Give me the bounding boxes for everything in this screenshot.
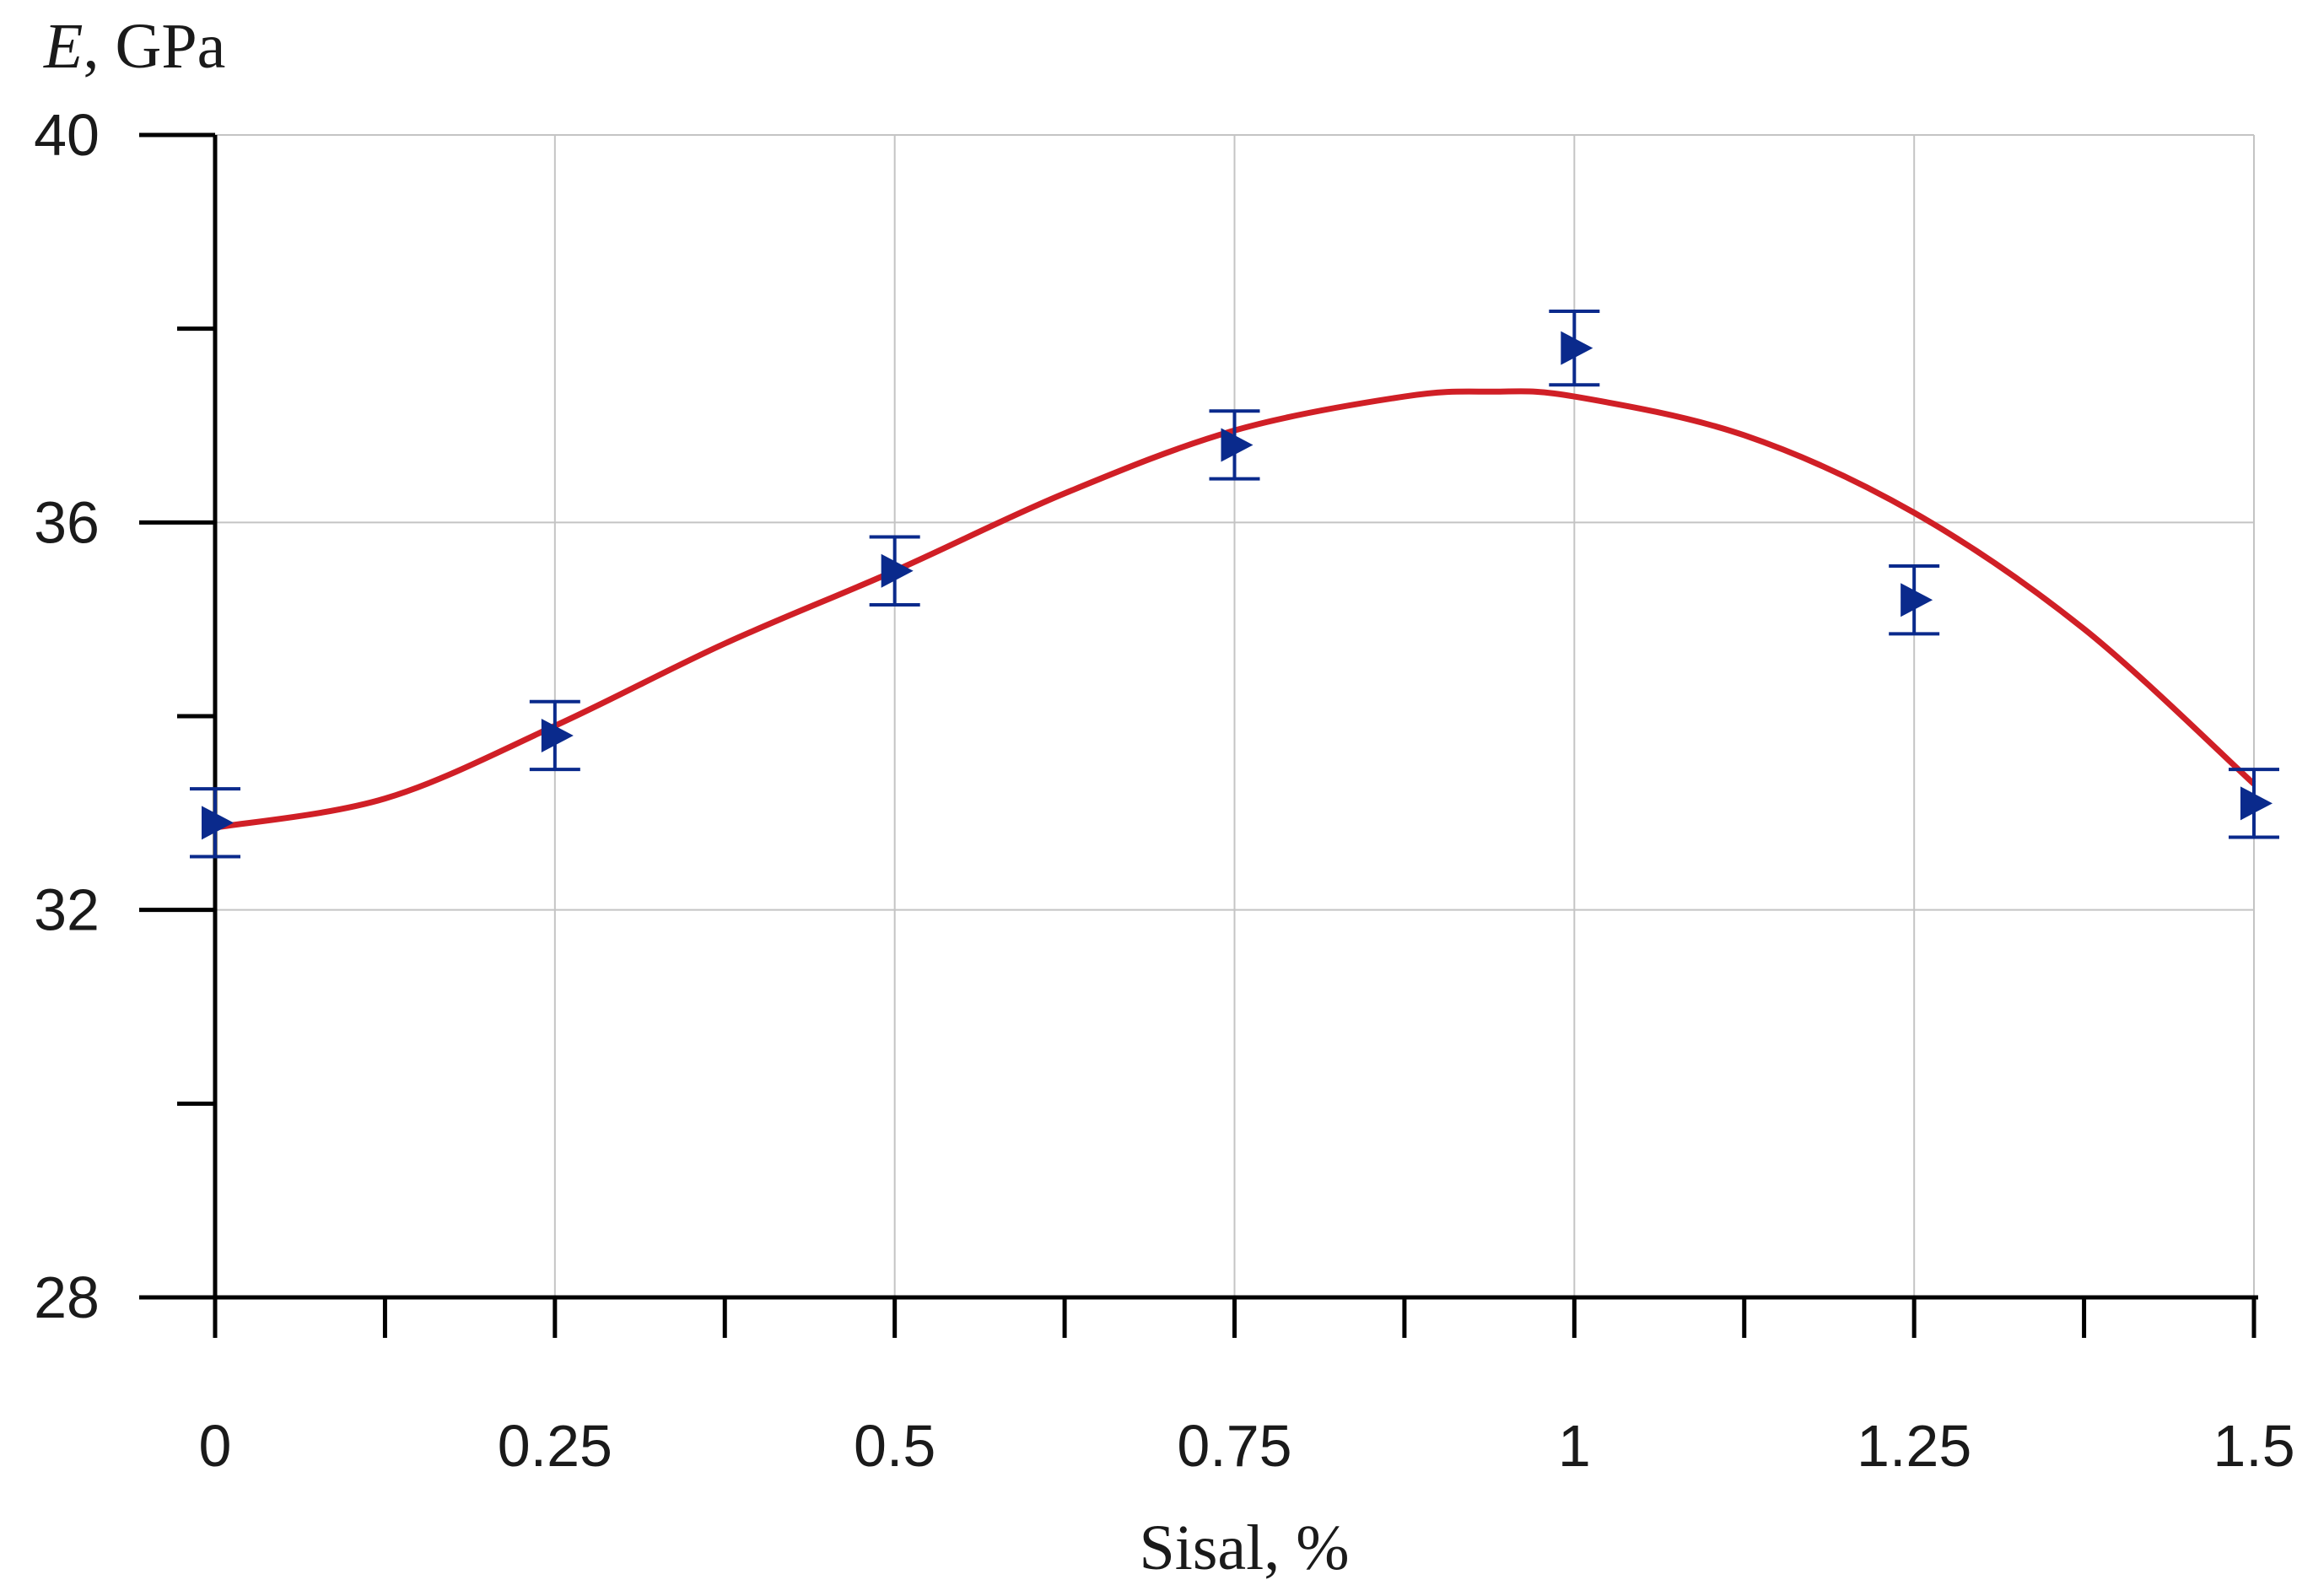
x-tick-label: 0.25 [498,1413,612,1479]
data-point [190,787,240,859]
fit-curve [214,388,2256,831]
data-point [1209,409,1260,481]
data-point [2229,768,2279,839]
point-marker [2240,786,2273,821]
point-marker [1901,583,1933,617]
y-tick-label: 32 [34,877,100,943]
y-axis-symbol: E [43,11,83,82]
y-tick-label: 36 [34,489,100,555]
tick-labels: 28 32 36 40 0 0.25 0.5 0.75 1 1.25 1.5 [34,102,2295,1479]
point-marker [541,718,574,752]
data-point [869,535,920,607]
data-point [1549,309,1600,387]
axes [139,132,2258,1338]
y-tick-label: 28 [34,1264,100,1330]
x-axis-title: Sisal, % [1139,1512,1349,1583]
grid-lines [215,134,2255,1297]
x-tick-label: 0.5 [854,1413,935,1479]
point-marker [202,806,234,840]
y-axis-unit: , GPa [83,11,225,82]
x-tick-label: 1.25 [1857,1413,1971,1479]
y-axis-title: E, GPa [43,11,225,82]
x-tick-label: 1 [1558,1413,1591,1479]
x-tick-label: 1.5 [2213,1413,2294,1479]
data-points [190,309,2279,859]
point-marker [1221,428,1254,462]
point-marker [881,553,914,588]
x-tick-label: 0 [199,1413,232,1479]
point-marker [1561,331,1593,365]
data-point [529,699,580,772]
y-tick-label: 40 [34,102,100,168]
data-point [1889,564,1940,636]
x-tick-label: 0.75 [1177,1413,1291,1479]
